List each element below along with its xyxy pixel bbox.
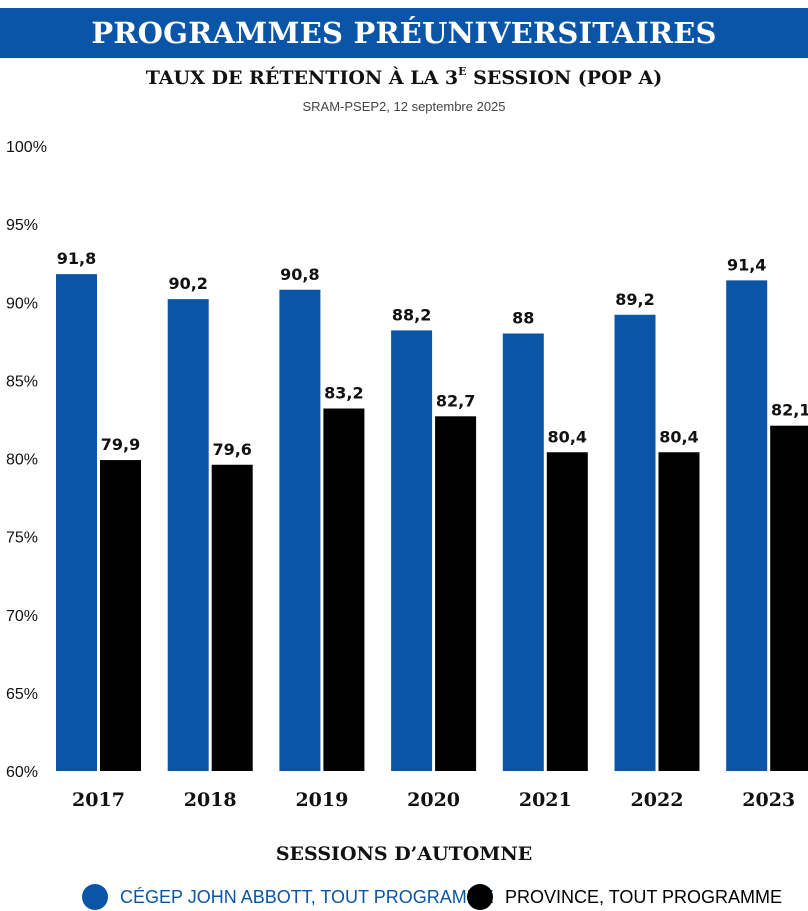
chart-title-end: SESSION (POP A) [466, 67, 663, 89]
bar-cegep [502, 333, 544, 771]
header-banner: PROGRAMMES PRÉUNIVERSITAIRES [0, 8, 808, 58]
chart-subtitle: SRAM-PSEP2, 12 septembre 2025 [302, 99, 506, 114]
bar-cegep [726, 280, 768, 771]
bar-province [658, 452, 700, 771]
x-axis-title: SESSIONS D’AUTOMNE [276, 843, 532, 865]
data-label: 82,1 [771, 401, 808, 420]
bar-cegep [167, 299, 209, 771]
chart-title-superscript: E [458, 65, 467, 78]
x-tick-label: 2019 [295, 789, 348, 811]
data-label: 79,9 [101, 435, 140, 454]
y-tick-label: 95% [6, 217, 38, 234]
data-label: 89,2 [615, 290, 654, 309]
data-label: 90,2 [168, 274, 207, 293]
y-tick-label: 90% [6, 295, 38, 312]
y-tick-label: 85% [6, 373, 38, 390]
y-tick-label: 75% [6, 530, 38, 547]
data-label: 79,6 [212, 440, 251, 459]
x-tick-label: 2018 [184, 789, 237, 811]
chart-title-main: TAUX DE RÉTENTION À LA 3 [145, 67, 459, 89]
data-label: 82,7 [436, 391, 475, 410]
x-tick-label: 2022 [631, 789, 684, 811]
data-label: 90,8 [280, 265, 319, 284]
bar-cegep [279, 289, 321, 771]
bar-province [435, 416, 477, 771]
bar-cegep [56, 274, 97, 771]
data-label: 83,2 [324, 384, 363, 403]
legend-item-province: PROVINCE, TOUT PROGRAMME [467, 883, 782, 911]
y-tick-label: 80% [6, 452, 38, 469]
y-tick-label: 60% [6, 764, 38, 781]
data-label: 80,4 [548, 427, 587, 446]
y-tick-label: 100% [6, 139, 47, 156]
legend-label-cegep: CÉGEP JOHN ABBOTT, TOUT PROGRAMME [120, 886, 494, 907]
x-tick-label: 2021 [519, 789, 572, 811]
y-tick-label: 70% [6, 608, 38, 625]
data-label: 80,4 [659, 427, 698, 446]
bar-province [770, 425, 808, 771]
bar-province [100, 460, 141, 771]
data-label: 91,8 [57, 249, 96, 268]
data-label: 88,2 [392, 305, 431, 324]
chart-title: TAUX DE RÉTENTION À LA 3E SESSION (POP A… [0, 65, 808, 89]
bar-province [546, 452, 588, 771]
x-tick-label: 2020 [407, 789, 460, 811]
y-tick-label: 65% [6, 686, 38, 703]
bar-cegep [391, 330, 433, 771]
x-tick-label: 2017 [72, 789, 125, 811]
legend-label-province: PROVINCE, TOUT PROGRAMME [505, 886, 783, 907]
legend-marker-province [467, 884, 493, 910]
x-tick-label: 2023 [742, 789, 795, 811]
bar-cegep [614, 314, 656, 771]
banner-title: PROGRAMMES PRÉUNIVERSITAIRES [91, 16, 717, 50]
legend-marker-cegep [82, 884, 108, 910]
bar-province [211, 464, 253, 771]
bar-province [323, 408, 365, 771]
data-label: 91,4 [727, 255, 766, 274]
legend-item-cegep: CÉGEP JOHN ABBOTT, TOUT PROGRAMME [82, 883, 494, 911]
data-label: 88 [512, 309, 534, 328]
